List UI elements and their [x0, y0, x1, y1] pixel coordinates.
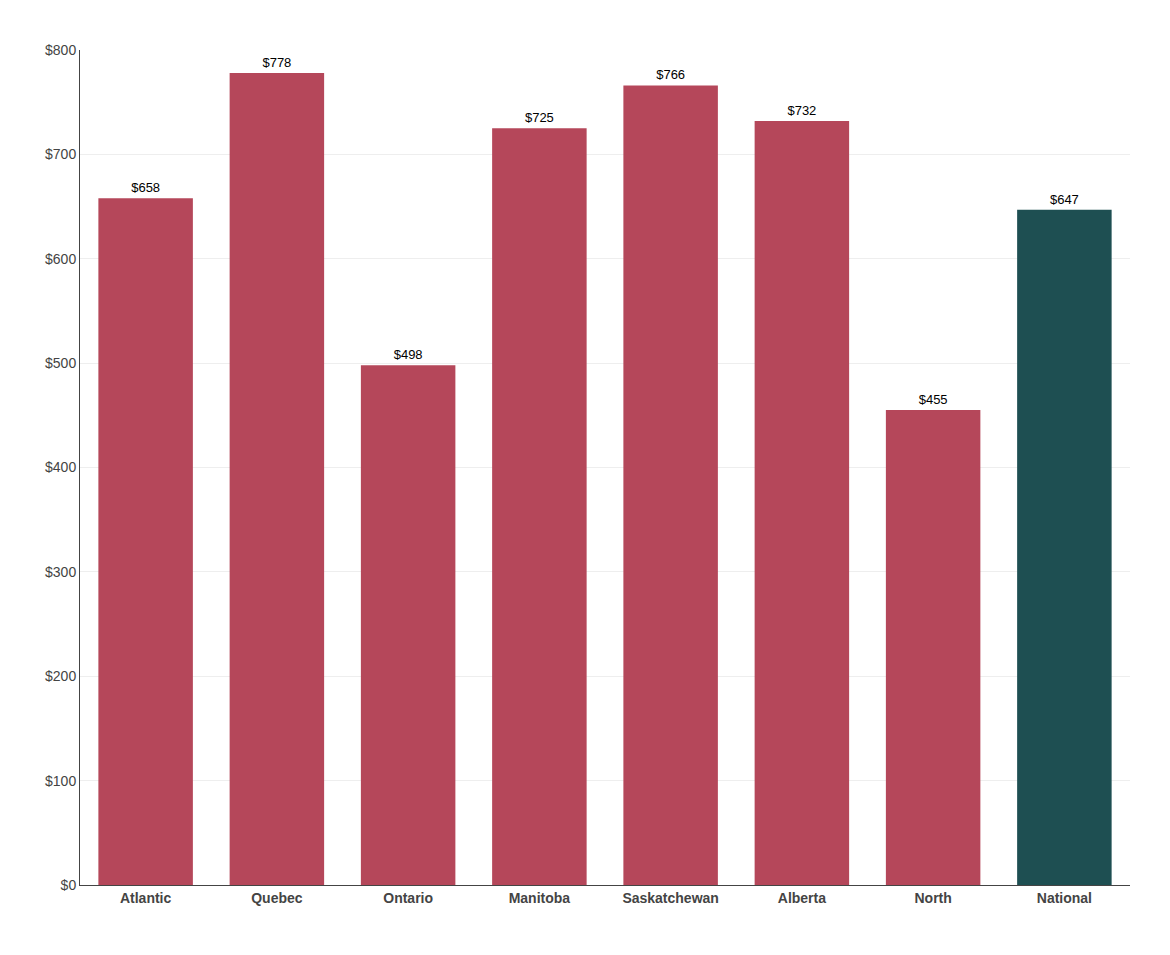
svg-text:$700: $700 — [45, 146, 76, 162]
svg-text:$498: $498 — [394, 347, 423, 362]
svg-text:$725: $725 — [525, 110, 554, 125]
svg-text:Alberta: Alberta — [778, 890, 826, 906]
svg-text:$100: $100 — [45, 773, 76, 789]
svg-text:$800: $800 — [45, 42, 76, 58]
svg-text:$300: $300 — [45, 564, 76, 580]
svg-text:$766: $766 — [656, 67, 685, 82]
svg-text:$658: $658 — [131, 180, 160, 195]
svg-text:$600: $600 — [45, 251, 76, 267]
svg-text:$647: $647 — [1050, 192, 1079, 207]
svg-text:Manitoba: Manitoba — [509, 890, 571, 906]
svg-text:Atlantic: Atlantic — [120, 890, 172, 906]
svg-text:$200: $200 — [45, 668, 76, 684]
svg-text:$400: $400 — [45, 459, 76, 475]
svg-text:Quebec: Quebec — [251, 890, 303, 906]
svg-text:$778: $778 — [262, 55, 291, 70]
svg-text:$455: $455 — [919, 392, 948, 407]
svg-text:Saskatchewan: Saskatchewan — [622, 890, 719, 906]
svg-text:$732: $732 — [787, 103, 816, 118]
svg-text:$0: $0 — [61, 877, 77, 893]
svg-text:Ontario: Ontario — [383, 890, 433, 906]
svg-text:North: North — [914, 890, 951, 906]
svg-text:National: National — [1037, 890, 1092, 906]
svg-text:$500: $500 — [45, 355, 76, 371]
